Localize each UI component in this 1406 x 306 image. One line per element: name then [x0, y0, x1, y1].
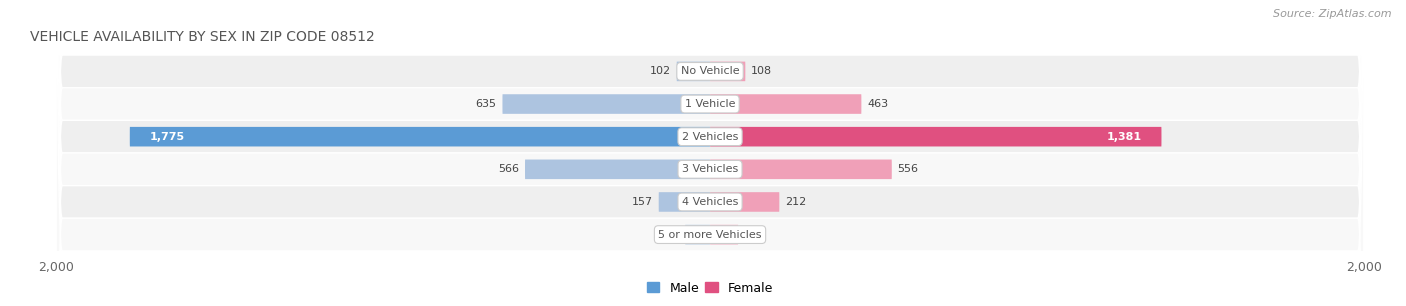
Text: VEHICLE AVAILABILITY BY SEX IN ZIP CODE 08512: VEHICLE AVAILABILITY BY SEX IN ZIP CODE …	[30, 30, 375, 44]
Text: 1 Vehicle: 1 Vehicle	[685, 99, 735, 109]
Text: 2 Vehicles: 2 Vehicles	[682, 132, 738, 142]
Text: 1,775: 1,775	[149, 132, 184, 142]
Text: 556: 556	[897, 164, 918, 174]
FancyBboxPatch shape	[524, 159, 710, 179]
Text: 102: 102	[650, 66, 671, 76]
FancyBboxPatch shape	[56, 0, 1364, 306]
FancyBboxPatch shape	[710, 192, 779, 212]
Text: 1,381: 1,381	[1107, 132, 1142, 142]
FancyBboxPatch shape	[710, 127, 1161, 147]
Text: 157: 157	[631, 197, 652, 207]
Text: Source: ZipAtlas.com: Source: ZipAtlas.com	[1274, 9, 1392, 19]
Text: 108: 108	[751, 66, 772, 76]
FancyBboxPatch shape	[56, 0, 1364, 306]
Text: 4 Vehicles: 4 Vehicles	[682, 197, 738, 207]
Legend: Male, Female: Male, Female	[643, 277, 778, 300]
Text: 86: 86	[744, 230, 758, 240]
Text: 76: 76	[665, 230, 679, 240]
FancyBboxPatch shape	[658, 192, 710, 212]
FancyBboxPatch shape	[685, 225, 710, 244]
Text: 5 or more Vehicles: 5 or more Vehicles	[658, 230, 762, 240]
FancyBboxPatch shape	[710, 225, 738, 244]
FancyBboxPatch shape	[56, 0, 1364, 306]
Text: 212: 212	[785, 197, 807, 207]
Text: 566: 566	[498, 164, 519, 174]
Text: No Vehicle: No Vehicle	[681, 66, 740, 76]
FancyBboxPatch shape	[56, 0, 1364, 306]
FancyBboxPatch shape	[710, 159, 891, 179]
FancyBboxPatch shape	[502, 94, 710, 114]
Text: 635: 635	[475, 99, 496, 109]
FancyBboxPatch shape	[129, 127, 710, 147]
FancyBboxPatch shape	[56, 0, 1364, 306]
FancyBboxPatch shape	[676, 62, 710, 81]
Text: 463: 463	[868, 99, 889, 109]
FancyBboxPatch shape	[56, 0, 1364, 306]
FancyBboxPatch shape	[710, 94, 862, 114]
Text: 3 Vehicles: 3 Vehicles	[682, 164, 738, 174]
FancyBboxPatch shape	[710, 62, 745, 81]
